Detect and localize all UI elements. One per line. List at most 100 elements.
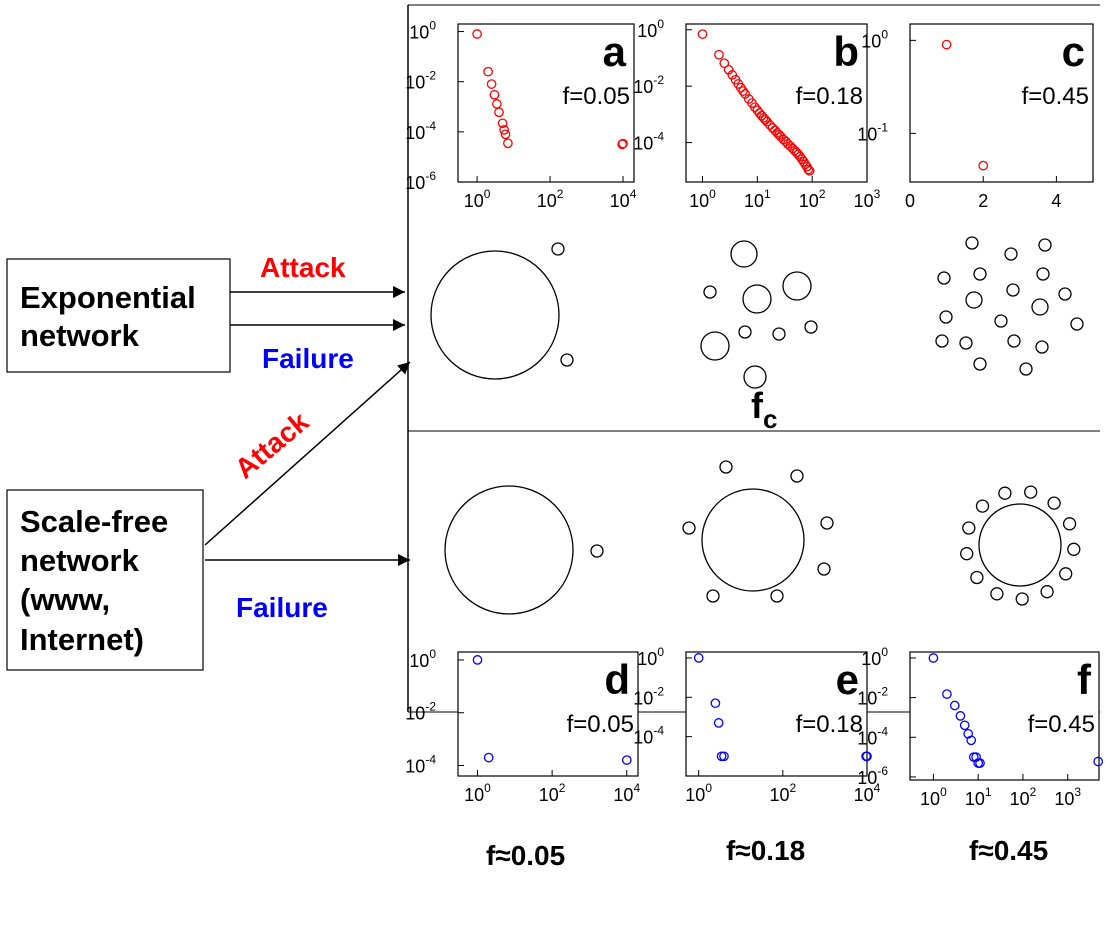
cluster [772,327,786,341]
small-cluster [1015,592,1029,606]
small-cluster [960,547,974,561]
x-tick-label: 104 [854,781,881,805]
cluster [1019,362,1033,376]
cluster [1038,238,1052,252]
panel-f: 100 101 102 103 100 10-2 10-4 10-6 f f=0.45 [857,645,1104,809]
small-cluster [817,562,831,576]
y-tick-label: 10-4 [857,724,888,748]
data-point [483,66,493,77]
giant-cluster [444,485,574,615]
data-point [500,129,511,140]
data-point [942,689,952,699]
sf-failure-label: Failure [236,592,328,623]
small-cluster [682,521,696,535]
panel-d: 100 102 104 100 10-2 10-4 d f=0.05 [405,647,640,805]
critical-fraction-label: fc [751,385,777,434]
data-point [941,39,952,50]
data-point [800,159,811,170]
data-point [959,720,970,731]
panel-frame [457,651,639,777]
panel-letter: e [836,656,859,703]
cluster [1035,340,1049,354]
cluster [804,320,818,334]
y-tick-label: 10-2 [857,685,888,709]
small-cluster [1062,517,1077,531]
cluster [782,271,812,301]
panel-frame [685,23,868,183]
y-tick-label: 100 [861,27,888,51]
cluster [703,285,717,299]
data-point [503,138,513,149]
exp-clusters-f018 [700,240,818,389]
sf-attack-arrow [204,361,411,546]
y-tick-label: 10-2 [633,684,664,708]
data-point [803,164,814,175]
data-point [697,29,708,39]
panel-frame [909,651,1100,781]
y-tick-label: 10-2 [405,700,436,724]
central-cluster [978,503,1062,587]
data-point [499,125,509,135]
data-point [798,156,809,167]
data-point [719,58,730,69]
giant-cluster [430,250,560,380]
cluster [730,240,758,268]
data-point [738,86,748,96]
small-cluster [590,544,604,558]
small-cluster [990,587,1004,601]
data-point [713,718,724,728]
data-point [494,107,504,118]
panel-b: 100 101 102 103 100 10-2 10-4 b f=0.18 [633,17,880,211]
data-point [483,752,494,763]
small-cluster [551,242,565,256]
small-cluster [1067,542,1081,556]
data-point [762,116,772,127]
y-tick-label: 10-4 [405,119,436,143]
exponential-label-line2: network [20,318,140,353]
exp-clusters-f005 [430,242,574,380]
scale-free-network-box [6,489,204,671]
data-point [497,118,508,129]
panel-f-label: f=0.18 [796,711,863,738]
x-tick-label: 102 [769,781,796,805]
bottom-label-f005: f≈0.05 [486,840,565,871]
data-point [1093,756,1104,767]
small-cluster [706,589,720,603]
scale-free-label-line2: network [20,543,140,578]
data-point [710,698,721,709]
panel-c: 0 2 4 100 10-1 c f=0.45 [857,23,1094,211]
exp-attack-label: Attack [260,252,346,283]
small-cluster [790,469,804,483]
x-tick-label: 103 [1054,785,1081,809]
data-point [978,160,989,171]
data-point [621,755,632,765]
x-tick-label: 2 [978,191,988,211]
cluster [1070,317,1084,331]
data-point [797,154,807,164]
data-point [765,120,775,130]
y-tick-label: 10-4 [405,752,436,776]
panel-letter: b [833,28,859,75]
x-tick-label: 100 [920,785,947,809]
sf-clusters-f045 [978,503,1062,587]
cluster [743,365,767,389]
sf-clusters-f005 [444,485,604,615]
small-cluster [1047,496,1061,510]
small-cluster [770,589,784,603]
cluster [1007,334,1021,348]
small-cluster [998,486,1012,500]
y-tick-label: 10-6 [405,169,436,193]
bottom-label-f045: f≈0.45 [969,835,1048,866]
cluster [973,267,987,281]
giant-cluster [701,488,805,592]
cluster [939,310,953,324]
x-tick-label: 100 [689,187,716,211]
cluster [965,236,979,250]
data-point [804,165,815,176]
x-tick-label: 104 [613,781,640,805]
cluster [700,331,730,361]
data-point [966,735,977,746]
exp-clusters-f045 [935,236,1084,376]
y-tick-label: 10-6 [857,764,888,788]
